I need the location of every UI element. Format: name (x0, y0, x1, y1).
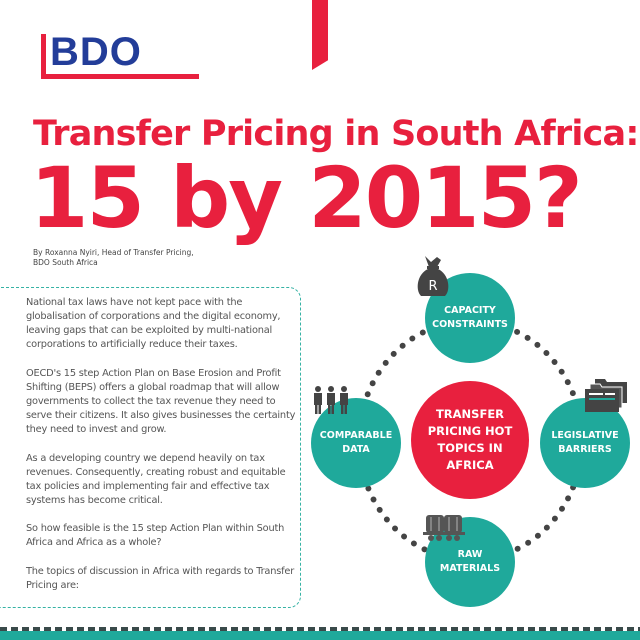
paragraph-3: As a developing country we depend heavil… (26, 453, 286, 506)
topic-label-line: DATA (342, 444, 370, 455)
bottom-dashed-divider (0, 627, 640, 631)
money-bag-icon: R (417, 256, 449, 296)
documents-icon (585, 379, 627, 412)
logo-bar-vertical (41, 34, 46, 78)
center-topic-circle: TRANSFER PRICING HOT TOPICS IN AFRICA (411, 381, 529, 499)
paragraph-4: So how feasible is the 15 step Action Pl… (26, 523, 285, 548)
people-icon (314, 386, 348, 414)
center-line-1: TRANSFER (435, 407, 505, 421)
topic-label-line: MATERIALS (439, 563, 501, 574)
topic-label-line: LEGISLATIVE (551, 430, 619, 441)
byline-author: By Roxanna Nyiri, Head of Transfer Prici… (33, 248, 194, 257)
paragraph-5: The topics of discussion in Africa with … (26, 566, 295, 591)
logo-text: BDO (50, 30, 142, 74)
center-line-4: AFRICA (446, 458, 494, 472)
topic-label-line: BARRIERS (558, 444, 612, 455)
topic-legislative-barriers: LEGISLATIVE BARRIERS (540, 398, 630, 488)
top-accent-bar (312, 0, 328, 70)
topic-label-line: CAPACITY (444, 305, 496, 316)
logo-bar-horizontal (41, 74, 199, 79)
paragraph-2: OECD's 15 step Action Plan on Base Erosi… (26, 368, 296, 435)
paragraph-1: National tax laws have not kept pace wit… (26, 297, 281, 350)
topic-label-line: COMPARABLE (319, 430, 393, 441)
topic-label-line: RAW (457, 549, 483, 560)
center-line-2: PRICING HOT (427, 424, 513, 438)
bdo-logo: BDO (38, 30, 199, 82)
rail-wagon-icon (423, 515, 465, 541)
topic-label-line: CONSTRAINTS (432, 319, 508, 330)
svg-text:R: R (428, 279, 437, 294)
byline-org: BDO South Africa (33, 258, 98, 267)
center-line-3: TOPICS IN (437, 441, 503, 455)
topic-comparable-data: COMPARABLE DATA (311, 398, 401, 488)
page-subtitle: 15 by 2015? (30, 149, 583, 247)
intro-text-box: National tax laws have not kept pace wit… (0, 287, 301, 608)
page-title: Transfer Pricing in South Africa: (33, 114, 639, 154)
bottom-teal-bar (0, 631, 640, 640)
byline: By Roxanna Nyiri, Head of Transfer Prici… (33, 248, 194, 268)
